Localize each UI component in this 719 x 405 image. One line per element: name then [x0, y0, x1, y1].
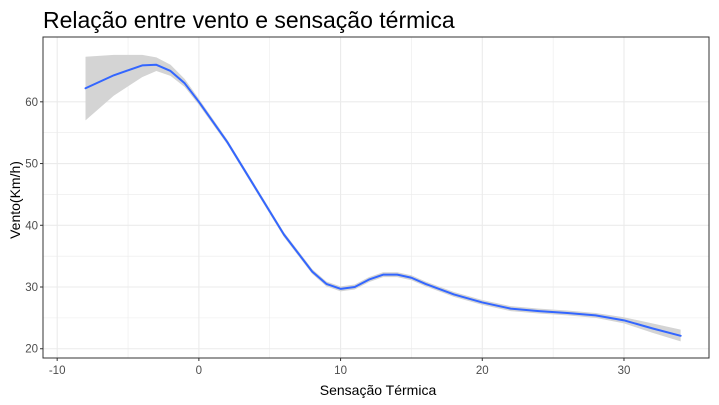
y-axis-title: Vento(Km/h) [7, 161, 23, 239]
series-line [84, 63, 682, 337]
y-tick-label: 30 [25, 282, 38, 294]
y-tick-label: 60 [25, 97, 38, 109]
x-tick-label: -10 [49, 365, 66, 377]
grid [43, 37, 709, 358]
y-tick-label: 50 [25, 159, 38, 171]
panel-border [42, 36, 710, 359]
x-tick-label: 20 [476, 365, 489, 377]
x-tick-label: 0 [196, 365, 202, 377]
series-layer [84, 54, 682, 342]
chart-title: Relação entre vento e sensação térmica [43, 7, 455, 33]
y-tick-label: 40 [25, 220, 38, 232]
x-tick-label: 30 [618, 365, 631, 377]
x-axis-title: Sensação Térmica [320, 382, 437, 398]
y-tick-label: 20 [25, 344, 38, 356]
axes: -10 0 10 20 30 20 30 40 50 60 [25, 97, 630, 377]
confidence-band [85, 54, 681, 342]
x-tick-label: 10 [334, 365, 347, 377]
